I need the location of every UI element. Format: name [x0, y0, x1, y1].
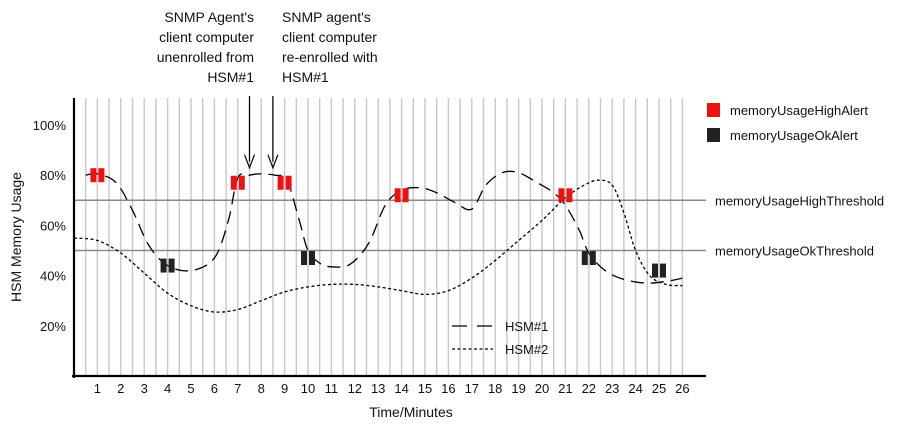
annotation-line: unenrolled from — [157, 49, 254, 65]
high-alert-marker — [277, 175, 292, 190]
marker-bar — [394, 188, 401, 203]
axes: 20%40%60%80%100%1 2 3 4 5 6 7 8 9 10 11 12 13 14 15 16 1… — [33, 98, 706, 396]
y-tick-label: 60% — [40, 218, 66, 233]
x-tick-label: 15 — [418, 381, 432, 396]
marker-bar — [168, 258, 175, 273]
annotation-arrow-head — [243, 154, 256, 170]
marker-bar — [402, 188, 409, 203]
x-tick-label: 26 — [675, 381, 689, 396]
alert-markers — [90, 168, 666, 278]
y-tick-label: 100% — [33, 118, 67, 133]
y-tick-label: 80% — [40, 168, 66, 183]
annotation-line: client computer — [282, 29, 377, 45]
ok-alert-marker — [301, 251, 315, 266]
x-axis-title: Time/Minutes — [369, 404, 453, 420]
ok-alert-marker — [581, 251, 596, 266]
marker-bar — [277, 175, 284, 190]
marker-bar — [558, 188, 565, 203]
marker-bar — [301, 251, 307, 266]
marker-bar — [660, 263, 666, 278]
x-tick-label: 8 — [258, 381, 265, 396]
annotation-unenrolled: SNMP Agent's client computer unenrolled fr… — [157, 9, 256, 170]
series-line — [85, 170, 683, 284]
x-tick-label: 13 — [371, 381, 385, 396]
y-tick-label: 20% — [40, 319, 66, 334]
legend-swatch — [707, 103, 720, 117]
y-tick-label: 40% — [40, 269, 66, 284]
high-alert-marker — [90, 168, 105, 183]
x-tick-label: 5 — [187, 381, 194, 396]
data-series — [73, 170, 683, 313]
high-alert-marker — [558, 188, 573, 203]
x-tick-label: 2 — [117, 381, 124, 396]
marker-bar — [285, 175, 292, 190]
annotation-reenrolled: SNMP agent's client computer re-enrolled w… — [267, 9, 378, 170]
x-tick-label: 12 — [348, 381, 362, 396]
x-tick-label: 9 — [281, 381, 288, 396]
marker-bar — [238, 175, 245, 190]
x-tick-label: 17 — [465, 381, 479, 396]
marker-bar — [160, 258, 167, 273]
annotation-arrow-head — [267, 154, 279, 170]
marker-bar — [230, 175, 237, 190]
annotation-line: SNMP agent's — [282, 9, 371, 25]
x-tick-label: 7 — [234, 381, 241, 396]
annotation-line: client computer — [159, 29, 254, 45]
x-tick-label: 3 — [141, 381, 148, 396]
x-tick-label: 11 — [325, 381, 339, 396]
legend-item: memoryUsageHighAlert — [707, 103, 868, 118]
x-tick-label: 14 — [394, 381, 408, 396]
annotations: SNMP Agent's client computer unenrolled fr… — [157, 9, 378, 170]
threshold-label: memoryUsageOkThreshold — [715, 244, 874, 259]
x-tick-label: 1 — [94, 381, 101, 396]
x-tick-label: 21 — [558, 381, 572, 396]
x-tick-label: 6 — [211, 381, 218, 396]
line-legend-label: HSM#2 — [505, 342, 548, 357]
series-line — [73, 179, 683, 313]
marker-bar — [566, 188, 573, 203]
x-tick-label: 18 — [488, 381, 502, 396]
annotation-line: SNMP Agent's — [164, 9, 254, 25]
ok-alert-marker — [652, 263, 666, 278]
annotation-line: re-enrolled with — [282, 49, 378, 65]
x-tick-label: 24 — [628, 381, 642, 396]
marker-bar — [652, 263, 658, 278]
x-tick-label: 25 — [652, 381, 666, 396]
x-tick-label: 20 — [535, 381, 549, 396]
high-alert-marker — [230, 175, 245, 190]
marker-bar — [581, 251, 588, 266]
line-legend-label: HSM#1 — [505, 319, 548, 334]
line-legend-item: HSM#2 — [452, 342, 548, 357]
threshold-lines: memoryUsageHighThreshold memoryUsageOkThr… — [74, 193, 884, 259]
high-alert-marker — [394, 188, 409, 203]
line-legend-item: HSM#1 — [452, 319, 548, 334]
marker-bar — [589, 251, 596, 266]
ok-alert-marker — [160, 258, 175, 273]
x-tick-label: 10 — [301, 381, 315, 396]
marker-bar — [98, 168, 105, 183]
y-axis-title: HSM Memory Usage — [8, 172, 24, 302]
x-tick-label: 19 — [511, 381, 525, 396]
annotation-line: HSM#1 — [282, 69, 329, 85]
legend-swatch — [707, 128, 720, 142]
grid-lines — [84, 98, 684, 376]
marker-bar — [90, 168, 97, 183]
x-tick-label: 16 — [441, 381, 455, 396]
x-tick-label: 22 — [582, 381, 596, 396]
annotation-line: HSM#1 — [207, 69, 254, 85]
x-tick-label: 23 — [605, 381, 619, 396]
legend-label: memoryUsageHighAlert — [730, 103, 868, 118]
marker-bar — [309, 251, 315, 266]
legend: memoryUsageHighAlert memoryUsageOkAlert HS… — [452, 103, 868, 357]
legend-label: memoryUsageOkAlert — [730, 128, 858, 143]
legend-item: memoryUsageOkAlert — [707, 128, 858, 143]
x-tick-label: 4 — [164, 381, 171, 396]
threshold-label: memoryUsageHighThreshold — [715, 193, 884, 208]
